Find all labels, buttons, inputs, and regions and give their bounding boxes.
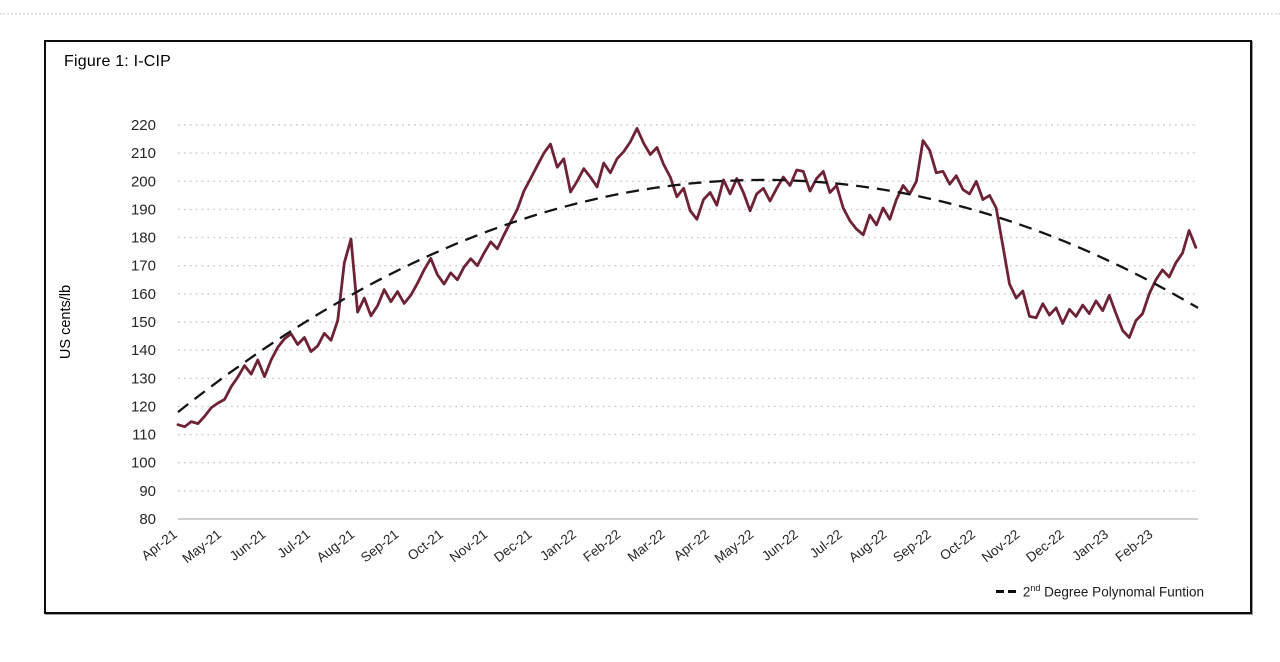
cropped-gridline-artifact bbox=[0, 13, 1280, 15]
x-tick-label: Nov-22 bbox=[979, 527, 1023, 566]
x-tick-label: Dec-21 bbox=[491, 527, 535, 566]
x-tick-label: Jul-21 bbox=[275, 527, 313, 561]
x-tick-label: May-22 bbox=[712, 527, 757, 567]
x-tick-label: Jun-21 bbox=[227, 527, 269, 564]
x-tick-label: Sep-22 bbox=[890, 527, 934, 566]
figure-box: Figure 1: I-CIP 220 210 200 190 180 170 160 150… bbox=[44, 40, 1252, 614]
legend-superscript: nd bbox=[1030, 583, 1041, 593]
x-tick-label: Dec-22 bbox=[1023, 527, 1067, 566]
x-tick-label: Oct-22 bbox=[937, 527, 978, 564]
trend-line bbox=[177, 178, 1199, 414]
y-tick-label: 210 bbox=[131, 145, 156, 162]
icip-series-line bbox=[176, 127, 1198, 429]
x-tick-label: Nov-21 bbox=[447, 527, 491, 566]
y-axis-tick-labels: 220 210 200 190 180 170 160 150 140 130 120 110 100 9… bbox=[131, 117, 156, 528]
trendline-dash-icon bbox=[1007, 589, 1016, 593]
y-tick-label: 80 bbox=[139, 511, 156, 528]
figure-title: Figure 1: I-CIP bbox=[64, 53, 172, 70]
y-tick-label: 100 bbox=[131, 455, 156, 472]
x-tick-label: Jul-22 bbox=[807, 527, 845, 561]
x-tick-label: Aug-22 bbox=[846, 527, 890, 566]
x-tick-label: Oct-21 bbox=[405, 527, 446, 564]
line-chart-canvas: 220 210 200 190 180 170 160 150 140 130 120 110 100 9… bbox=[58, 117, 1199, 567]
x-tick-label: Feb-23 bbox=[1113, 527, 1156, 565]
y-tick-label: 170 bbox=[131, 258, 156, 275]
x-tick-label: Feb-22 bbox=[580, 527, 623, 565]
y-tick-label: 200 bbox=[131, 173, 156, 190]
legend: 2nd Degree Polynomal Funtion bbox=[995, 583, 1204, 600]
trendline-dash-icon bbox=[995, 589, 1004, 593]
x-tick-label: Sep-21 bbox=[358, 527, 402, 566]
x-tick-label: Apr-21 bbox=[139, 527, 180, 564]
y-axis-title: US cents/lb bbox=[58, 285, 74, 359]
x-tick-label: May-21 bbox=[179, 527, 224, 567]
x-tick-label: Jun-22 bbox=[759, 527, 801, 564]
y-tick-label: 180 bbox=[131, 230, 156, 247]
y-tick-label: 110 bbox=[132, 427, 156, 444]
y-tick-label: 160 bbox=[131, 286, 156, 303]
y-tick-label: 140 bbox=[131, 342, 156, 359]
x-tick-label: Apr-22 bbox=[671, 527, 712, 564]
x-tick-label: Jan-22 bbox=[537, 527, 579, 564]
x-tick-label: Mar-22 bbox=[625, 527, 668, 565]
y-tick-label: 130 bbox=[131, 370, 156, 387]
legend-label: 2nd Degree Polynomal Funtion bbox=[1022, 583, 1204, 600]
gridlines bbox=[178, 124, 1198, 520]
y-tick-label: 190 bbox=[131, 201, 156, 218]
x-tick-label: Jan-23 bbox=[1069, 527, 1111, 564]
y-tick-label: 220 bbox=[131, 117, 156, 134]
x-axis-tick-labels: Apr-21 May-21 Jun-21 Jul-21 Aug-21 Sep-21 Oct-… bbox=[139, 527, 1156, 567]
y-tick-label: 150 bbox=[131, 314, 156, 331]
y-tick-label: 120 bbox=[131, 398, 156, 415]
y-tick-label: 90 bbox=[139, 483, 156, 500]
x-tick-label: Aug-21 bbox=[314, 527, 358, 566]
